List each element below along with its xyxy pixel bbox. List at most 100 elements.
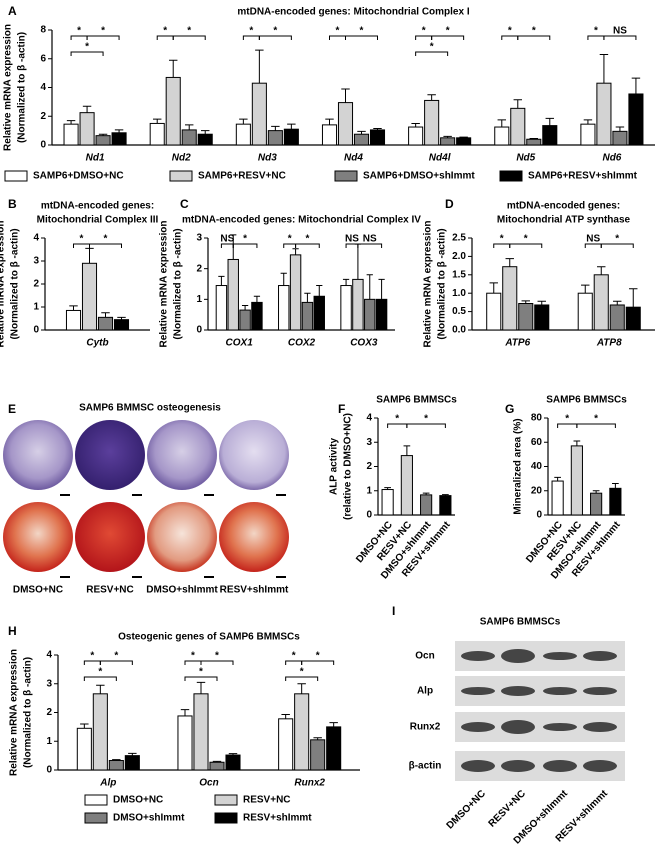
bar	[113, 319, 130, 331]
blot-row-label: Alp	[417, 686, 433, 697]
bar	[577, 292, 593, 331]
significance-label: *	[430, 42, 434, 53]
significance-label: *	[215, 651, 219, 662]
bar	[337, 102, 354, 146]
legend-swatch	[214, 812, 238, 824]
bar	[149, 122, 165, 146]
panel-letter: I	[392, 604, 395, 618]
x-tick-label: Nd3	[258, 153, 277, 164]
significance-label: *	[243, 234, 247, 245]
significance-bracket	[431, 35, 465, 40]
error-bar	[218, 275, 225, 286]
error-bar	[271, 125, 280, 131]
bar	[197, 133, 213, 146]
bar	[353, 133, 370, 146]
bar	[364, 298, 376, 331]
bar	[321, 124, 338, 146]
legend-label: SAMP6+DMSO+shImmt	[363, 171, 475, 182]
legend-swatch	[334, 170, 358, 182]
legend-swatch	[84, 812, 108, 824]
error-bar	[297, 683, 306, 694]
significance-label: *	[532, 26, 536, 37]
bar	[235, 123, 251, 146]
y-tick-label: 0	[366, 510, 372, 521]
significance-label: *	[90, 651, 94, 662]
error-bar	[287, 123, 296, 130]
error-bar	[184, 124, 194, 130]
y-axis-label: (relative to DMSO+NC)	[343, 413, 354, 520]
error-bar	[354, 243, 362, 280]
bar	[609, 487, 622, 516]
panel-letter: A	[8, 4, 17, 18]
bar	[76, 727, 92, 771]
significance-bracket	[89, 243, 122, 248]
significance-label: *	[305, 234, 309, 245]
error-bar	[573, 440, 581, 446]
error-bar	[341, 88, 350, 103]
y-axis-label: (Normalized to β -actin)	[17, 32, 28, 143]
error-bar	[82, 105, 92, 113]
x-tick-label: Ocn	[199, 778, 218, 789]
significance-bracket	[258, 35, 292, 40]
y-tick-label: 1	[33, 302, 39, 313]
blot-band	[501, 649, 535, 663]
alp-stain-well	[219, 420, 289, 490]
bar	[424, 99, 440, 146]
significance-label: *	[316, 651, 320, 662]
error-bar	[342, 278, 350, 286]
significance-label: NS	[613, 26, 627, 37]
bar	[251, 301, 263, 331]
y-tick-label: 4	[366, 413, 372, 424]
bar	[63, 123, 79, 146]
bar	[340, 285, 352, 331]
blot-band	[461, 722, 495, 732]
significance-label: *	[615, 234, 619, 245]
significance-bracket	[295, 243, 320, 248]
error-bar	[427, 94, 436, 101]
y-tick-label: 0	[46, 765, 52, 776]
significance-bracket	[517, 35, 551, 40]
error-bar	[378, 278, 385, 300]
error-bar	[489, 282, 498, 294]
error-bar	[629, 288, 638, 308]
legend-swatch	[214, 794, 238, 806]
chart-title: Mitochondrial Complex III	[37, 215, 159, 226]
error-bar	[505, 258, 514, 267]
condition-label: RESV+shImmt	[220, 585, 289, 596]
bar	[177, 715, 193, 771]
y-axis-label: (Normalized to β -actin)	[437, 228, 448, 339]
bar	[542, 125, 558, 146]
bar	[420, 494, 433, 516]
significance-bracket	[83, 676, 117, 681]
error-bar	[411, 122, 420, 128]
y-tick-label: 0.5	[452, 306, 466, 317]
bar	[440, 137, 456, 146]
error-bar	[253, 295, 261, 303]
significance-bracket	[603, 35, 637, 40]
error-bar	[85, 247, 94, 264]
y-axis-label: Relative mRNA expression	[3, 24, 14, 151]
significance-bracket	[285, 676, 319, 681]
bar	[628, 93, 644, 146]
y-axis-label: (Normalized to β -actin)	[10, 228, 21, 339]
panel-title: SAMP6 BMMSCs	[480, 617, 561, 628]
significance-label: *	[101, 26, 105, 37]
bar	[369, 129, 386, 146]
legend-label: DMSO+shImmt	[113, 813, 185, 824]
y-tick-label: 80	[531, 413, 543, 424]
bar	[278, 718, 294, 771]
y-axis-label: Relative mRNA expression	[0, 221, 7, 348]
blot-band	[501, 760, 535, 772]
error-bar	[66, 120, 76, 125]
y-tick-label: 4	[46, 650, 52, 661]
x-tick-label: Nd6	[602, 153, 621, 164]
significance-bracket	[172, 35, 206, 40]
legend-label: DMSO+NC	[113, 795, 163, 806]
y-tick-label: 1	[366, 485, 372, 496]
significance-label: *	[594, 26, 598, 37]
error-bar	[241, 304, 249, 311]
bar	[439, 495, 452, 516]
error-bar	[168, 59, 178, 78]
bar	[124, 755, 140, 771]
significance-bracket	[576, 423, 616, 428]
